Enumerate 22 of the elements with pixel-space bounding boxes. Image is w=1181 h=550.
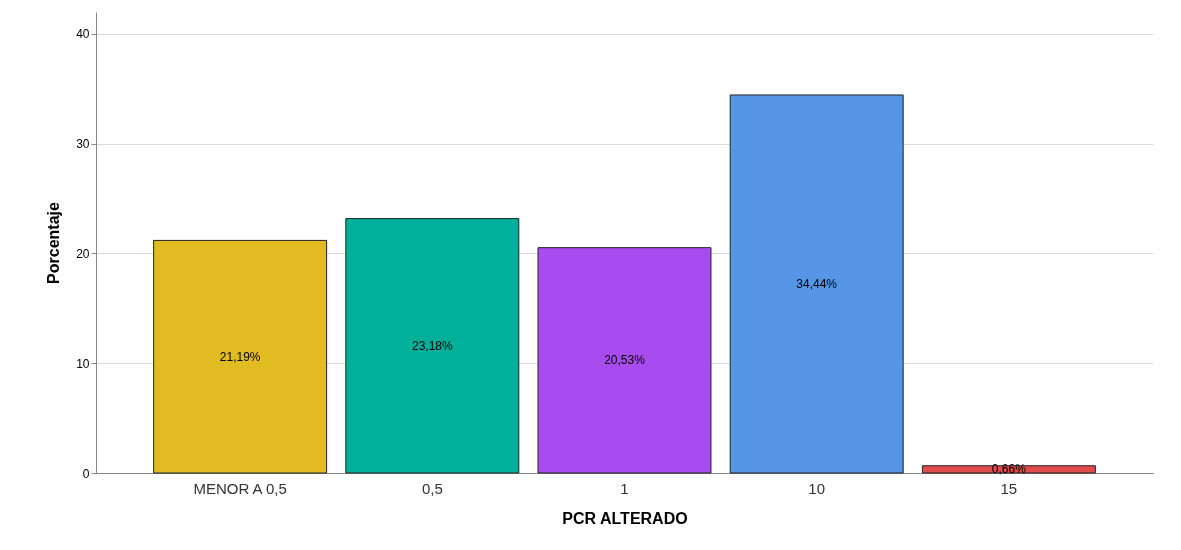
data-label: 23,18% [411,338,453,353]
data-label: 0,66% [991,462,1027,477]
y-tick-label: 30 [76,137,90,152]
data-label: 34,44% [796,276,838,291]
x-tick-label: 10 [808,479,826,497]
x-axis-title: PCR ALTERADO [562,509,688,527]
x-tick-label: MENOR A 0,5 [193,479,287,497]
bar [345,218,520,474]
bar [537,247,712,474]
y-tick-label: 20 [76,246,90,261]
x-tick-label: 15 [1000,479,1018,497]
bar [921,465,1096,474]
y-tick-label: 0 [82,466,90,481]
data-label: 20,53% [604,353,646,368]
y-tick-label: 10 [76,356,90,371]
y-tick-label: 40 [76,27,90,42]
y-axis-title: Porcentaje [45,201,63,284]
x-tick-label: 1 [620,479,629,497]
bar [729,94,904,474]
data-label: 21,19% [219,349,261,364]
x-tick-label: 0,5 [421,479,443,497]
bar [153,239,328,474]
